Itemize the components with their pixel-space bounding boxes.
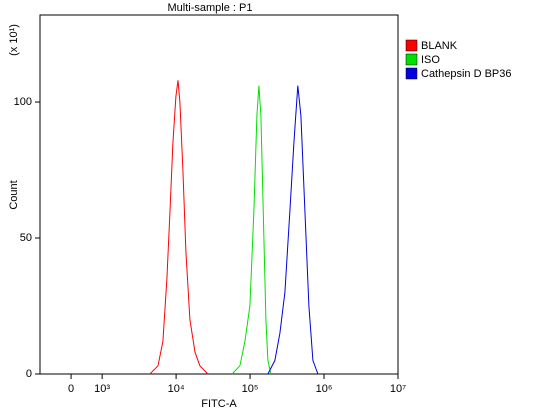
y-tick-label: 100 xyxy=(14,96,32,108)
legend-swatch xyxy=(405,39,418,52)
x-tick-label: 0 xyxy=(68,383,74,395)
x-axis-label: FITC-A xyxy=(201,398,237,410)
x-tick-label: 10³ xyxy=(94,383,110,395)
histogram-line xyxy=(149,80,209,375)
legend-label: ISO xyxy=(421,54,440,66)
histogram-line xyxy=(267,85,319,375)
legend-swatch xyxy=(405,67,418,80)
histogram-line xyxy=(231,85,272,375)
y-axis-label: Count xyxy=(8,180,20,209)
x-tick-label: 10⁶ xyxy=(316,383,333,395)
y-tick-label: 50 xyxy=(20,232,32,244)
y-tick-label: 0 xyxy=(26,368,32,380)
x-tick-label: 10⁴ xyxy=(168,383,185,395)
x-tick-label: 10⁷ xyxy=(390,383,406,395)
legend-swatch xyxy=(405,53,418,66)
legend-label: BLANK xyxy=(421,40,458,52)
y-multiplier: (x 10¹) xyxy=(8,24,20,56)
legend-label: Cathepsin D BP36 xyxy=(421,68,512,80)
plot-frame xyxy=(39,14,399,375)
x-tick-label: 10⁵ xyxy=(242,383,259,395)
chart-title: Multi-sample : P1 xyxy=(168,2,253,14)
